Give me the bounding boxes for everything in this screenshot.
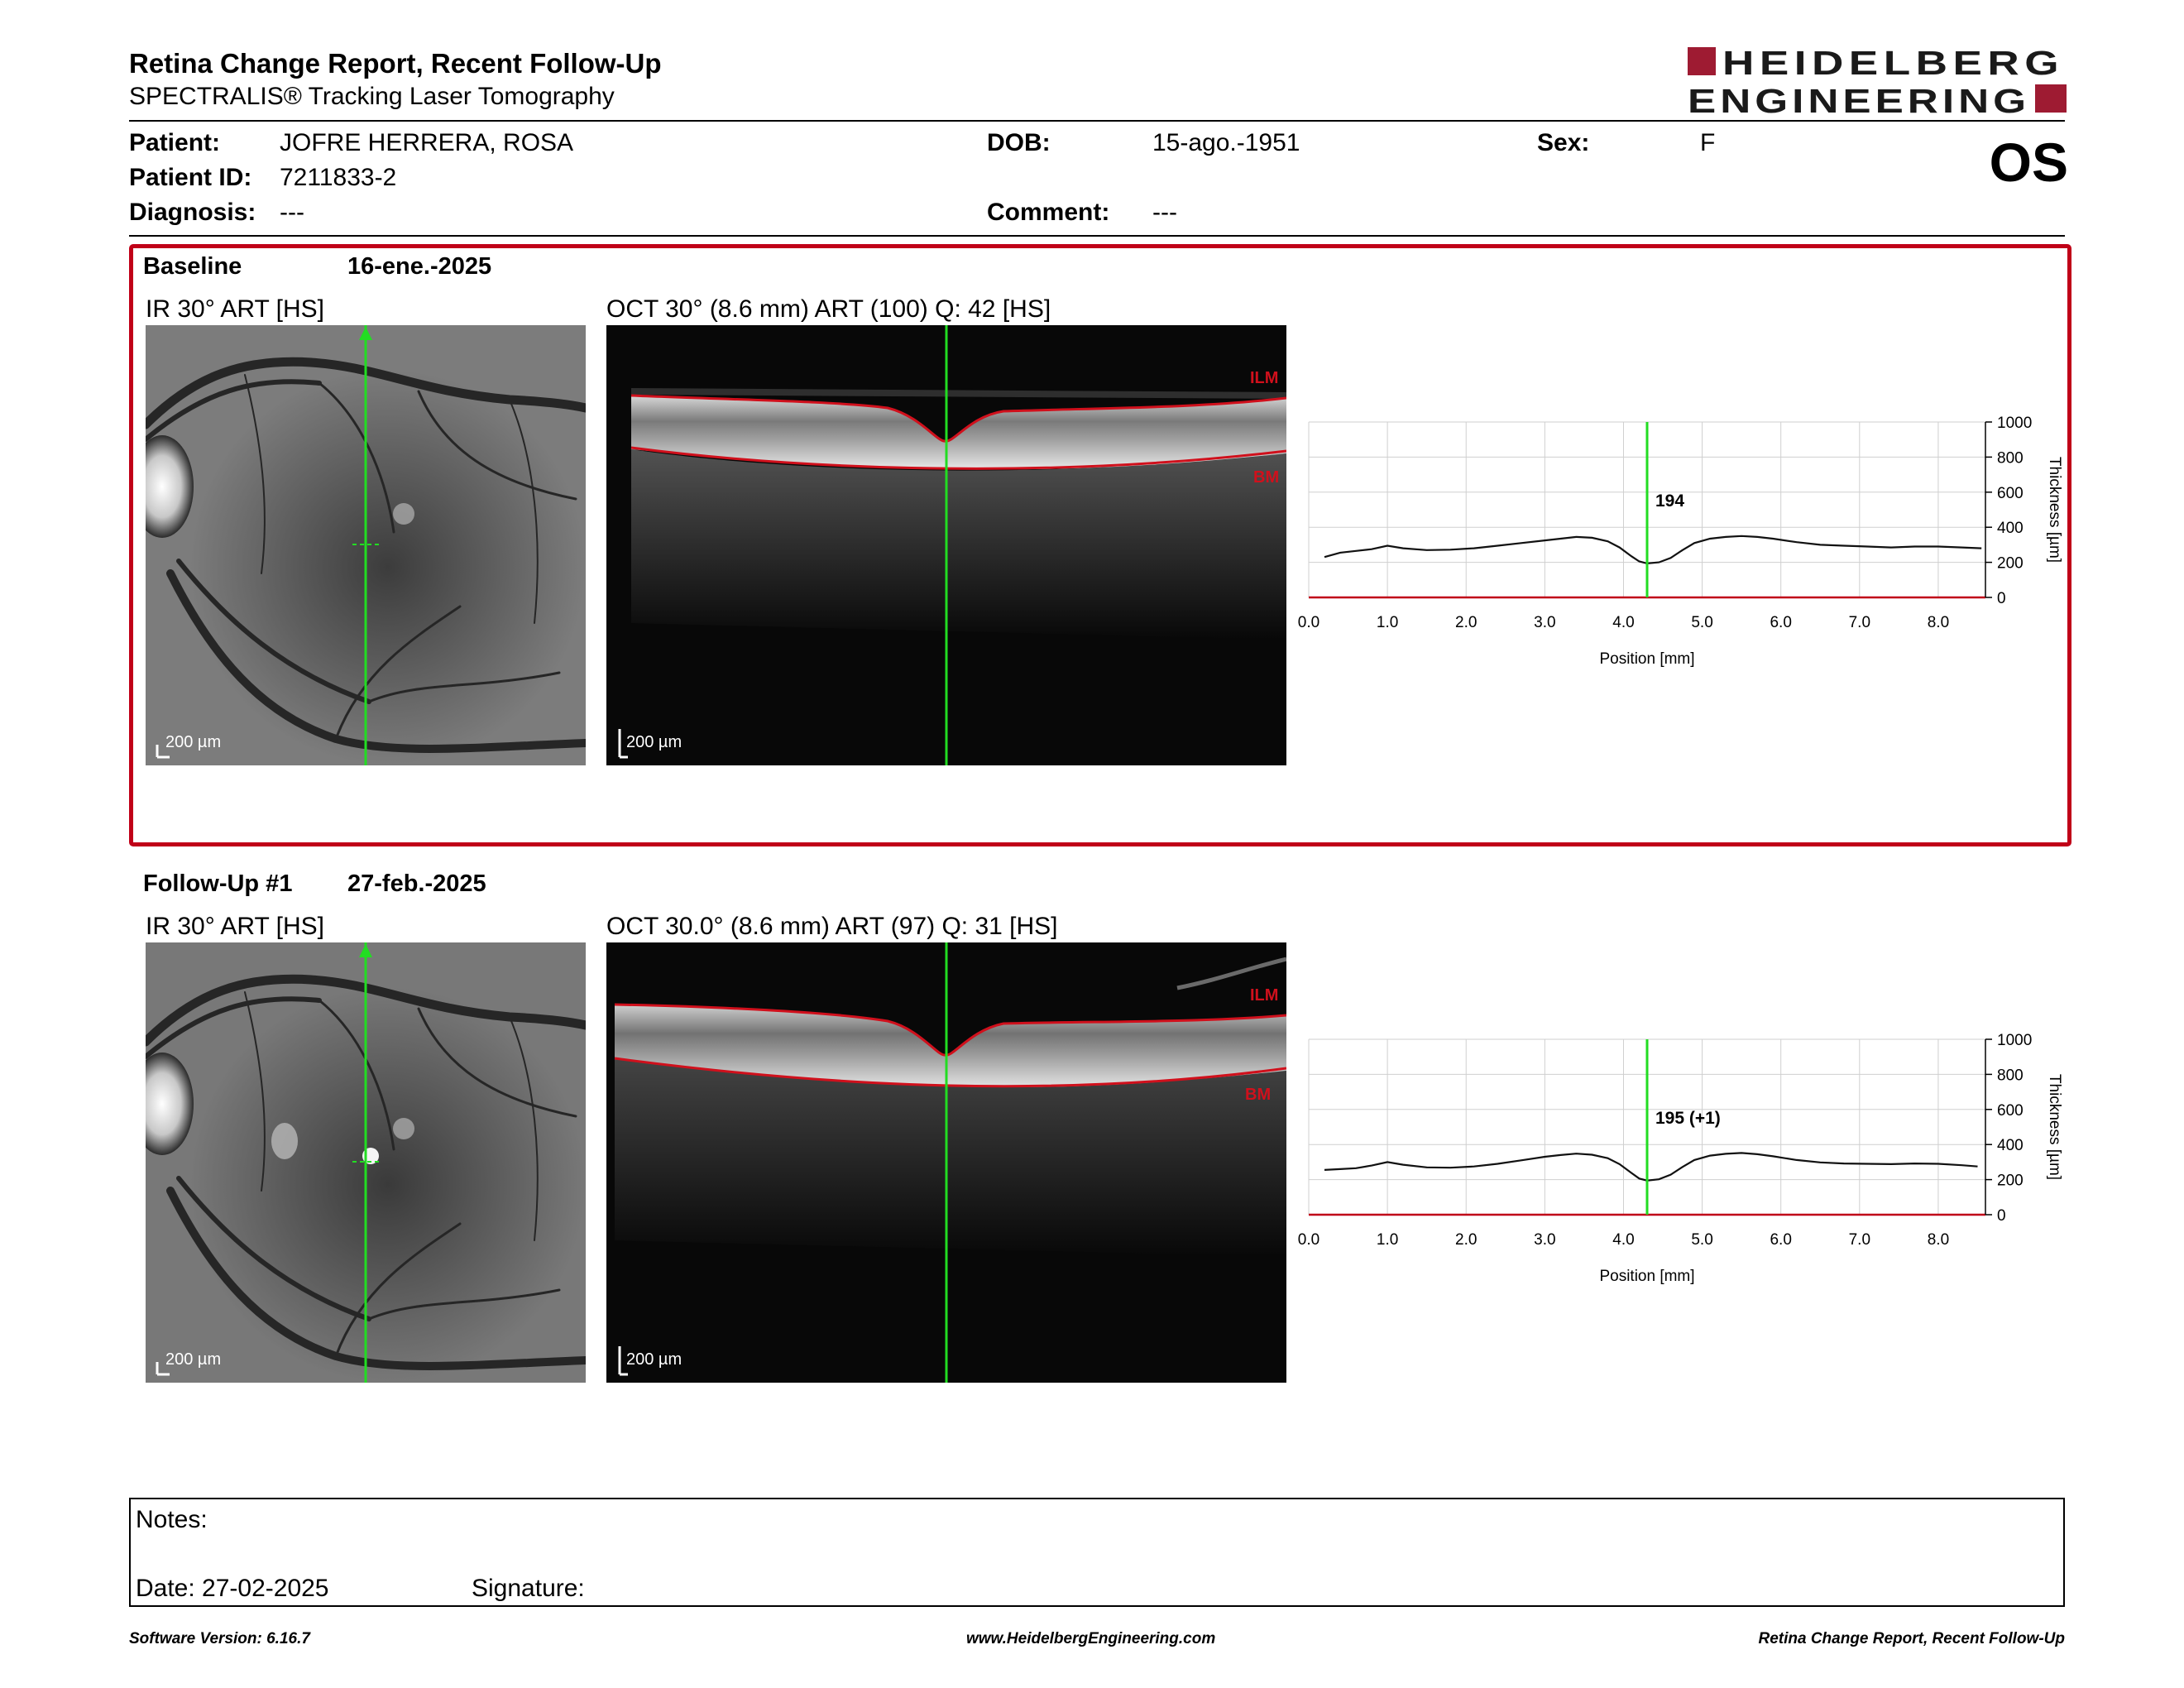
notes-date: Date: 27-02-2025: [136, 1575, 329, 1602]
footer-website[interactable]: www.HeidelbergEngineering.com: [966, 1630, 1216, 1647]
chart-x-tick-label: 1.0: [1377, 1231, 1398, 1249]
eye-indicator: OS: [1989, 132, 2068, 193]
chart-y-axis-label: Thickness [µm]: [2046, 1074, 2063, 1180]
chart-x-tick-label: 7.0: [1849, 614, 1870, 631]
chart-y-tick-label: 200: [1997, 1172, 2024, 1190]
sex-label: Sex:: [1537, 129, 1590, 156]
chart-y-axis-label: Thickness [µm]: [2046, 457, 2063, 563]
patient-id-label: Patient ID:: [129, 164, 252, 191]
footer-software-version: Software Version: 6.16.7: [129, 1630, 310, 1647]
followup-ilm-label: ILM: [1250, 986, 1278, 1005]
followup-bm-label: BM: [1245, 1086, 1271, 1104]
diagnosis-label: Diagnosis:: [129, 199, 256, 226]
followup-ir-fundus-image[interactable]: 200 µm: [146, 942, 586, 1383]
baseline-bm-label: BM: [1253, 468, 1279, 487]
chart-x-tick-label: 4.0: [1612, 1231, 1634, 1249]
followup-date: 27-feb.-2025: [347, 870, 486, 897]
logo-line1: HEIDELBERG: [1722, 44, 2064, 82]
chart-x-tick-label: 3.0: [1534, 1231, 1555, 1249]
chart-y-tick-label: 1000: [1997, 1032, 2032, 1049]
chart-x-tick-label: 5.0: [1691, 614, 1712, 631]
followup-ir-caption: IR 30° ART [HS]: [146, 913, 324, 940]
chart-y-tick-label: 0: [1997, 1207, 2006, 1225]
header-divider: [129, 120, 2065, 122]
notes-box[interactable]: [129, 1498, 2065, 1607]
chart-y-tick-label: 200: [1997, 555, 2024, 573]
chart-thickness-line: [1324, 1152, 1978, 1182]
chart-x-tick-label: 8.0: [1928, 1231, 1949, 1249]
chart-y-tick-label: 400: [1997, 1137, 2024, 1154]
chart-x-axis-label: Position [mm]: [1599, 1268, 1694, 1285]
chart-y-tick-label: 600: [1997, 1102, 2024, 1120]
chart-y-tick-label: 800: [1997, 449, 2024, 467]
notes-label: Notes:: [136, 1506, 208, 1533]
chart-y-tick-label: 800: [1997, 1067, 2024, 1084]
logo-square-bottom: [2035, 84, 2067, 113]
chart-y-tick-label: 600: [1997, 485, 2024, 502]
signature-label: Signature:: [472, 1575, 585, 1602]
baseline-oct-caption: OCT 30° (8.6 mm) ART (100) Q: 42 [HS]: [606, 295, 1051, 323]
chart-y-tick-label: 400: [1997, 520, 2024, 537]
chart-x-tick-label: 2.0: [1455, 614, 1477, 631]
chart-x-tick-label: 6.0: [1770, 1231, 1791, 1249]
baseline-bm-line: [630, 446, 1286, 470]
report-subtitle: SPECTRALIS® Tracking Laser Tomography: [129, 83, 615, 110]
baseline-frame: [129, 244, 2071, 846]
comment: ---: [1152, 199, 1177, 226]
baseline-thickness-chart: 0.0 1.0 2.0 3.0 4.0 5.0 6.0 7.0 8.0 0 200 400 600 800…: [1298, 415, 2063, 668]
diagnosis: ---: [280, 199, 304, 226]
baseline-oct-scale: 200 µm: [626, 733, 682, 751]
baseline-ir-caption: IR 30° ART [HS]: [146, 295, 324, 323]
patient-name: JOFRE HERRERA, ROSA: [280, 129, 574, 156]
baseline-ilm-label: ILM: [1250, 369, 1278, 387]
dob: 15-ago.-1951: [1152, 129, 1300, 156]
followup-thickness-chart: 0.0 1.0 2.0 3.0 4.0 5.0 6.0 7.0 8.0 0 200 400 600 800…: [1298, 1032, 2063, 1285]
chart-y-tick-label: 0: [1997, 590, 2006, 607]
chart-x-tick-label: 8.0: [1928, 614, 1949, 631]
followup-oct-scale: 200 µm: [626, 1350, 682, 1369]
followup-bm-line: [614, 1057, 1286, 1088]
chart-x-tick-label: 5.0: [1691, 1231, 1712, 1249]
logo-line2: ENGINEERING: [1688, 82, 2030, 117]
chart-x-tick-label: 1.0: [1377, 614, 1398, 631]
dob-label: DOB:: [987, 129, 1051, 156]
heidelberg-logo: HEIDELBERG ENGINEERING: [1688, 44, 2067, 117]
baseline-date: 16-ene.-2025: [347, 253, 492, 280]
logo-square-top: [1688, 47, 1716, 75]
followup-ir-scale: 200 µm: [165, 1350, 222, 1369]
report-title: Retina Change Report, Recent Follow-Up: [129, 48, 662, 79]
sex: F: [1700, 129, 1716, 156]
chart-x-axis-label: Position [mm]: [1599, 650, 1694, 668]
chart-x-tick-label: 0.0: [1298, 1231, 1320, 1249]
followup-label: Follow-Up #1: [143, 870, 293, 897]
patient-id: 7211833-2: [280, 164, 397, 191]
chart-x-tick-label: 2.0: [1455, 1231, 1477, 1249]
chart-x-tick-label: 6.0: [1770, 614, 1791, 631]
chart-x-tick-label: 3.0: [1534, 614, 1555, 631]
chart-y-tick-label: 1000: [1997, 415, 2032, 432]
chart-cursor-value: 195 (+1): [1655, 1109, 1721, 1128]
chart-cursor-value: 194: [1655, 492, 1684, 511]
chart-x-tick-label: 0.0: [1298, 614, 1320, 631]
followup-oct-caption: OCT 30.0° (8.6 mm) ART (97) Q: 31 [HS]: [606, 913, 1058, 940]
baseline-ir-scale: 200 µm: [165, 733, 222, 751]
chart-x-tick-label: 7.0: [1849, 1231, 1870, 1249]
patient-divider: [129, 235, 2065, 237]
chart-thickness-line: [1324, 535, 1982, 565]
comment-label: Comment:: [987, 199, 1110, 226]
footer-report-name: Retina Change Report, Recent Follow-Up: [1758, 1630, 2065, 1647]
baseline-ir-fundus-image[interactable]: 200 µm: [146, 325, 586, 765]
patient-name-label: Patient:: [129, 129, 221, 156]
baseline-oct-bscan-image[interactable]: ILM BM 200 µm: [606, 325, 1286, 765]
chart-x-tick-label: 4.0: [1612, 614, 1634, 631]
followup-oct-bscan-image[interactable]: ILM BM 200 µm: [606, 942, 1286, 1383]
baseline-label: Baseline: [143, 253, 242, 280]
